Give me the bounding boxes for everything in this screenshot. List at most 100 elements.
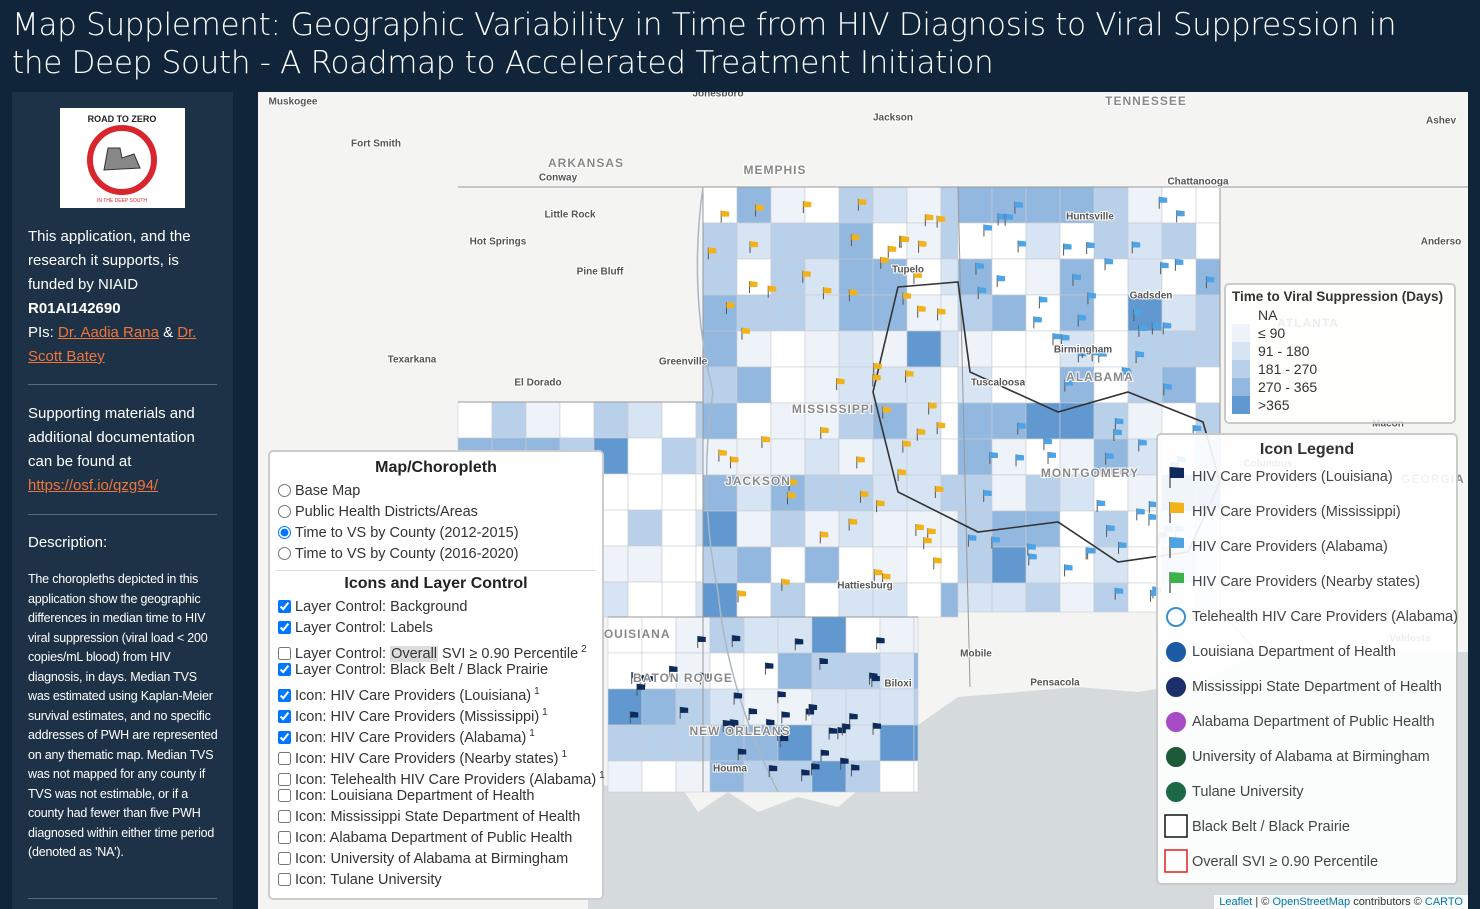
- county: [804, 294, 840, 332]
- checkbox[interactable]: [278, 663, 291, 676]
- provider-flag: [708, 247, 717, 254]
- provider-flag: [856, 456, 865, 463]
- provider-flag: [726, 302, 735, 309]
- provider-flag: [1061, 334, 1070, 341]
- attribution-link[interactable]: Leaflet: [1219, 896, 1253, 908]
- county: [906, 294, 942, 332]
- provider-flag: [917, 305, 926, 312]
- county: [661, 545, 697, 583]
- checkbox-option: Icon: HIV Care Providers (Mississippi) 1: [276, 702, 596, 725]
- provider-flag: [741, 327, 750, 334]
- provider-flag: [802, 270, 811, 277]
- checkbox[interactable]: [278, 772, 291, 786]
- legend-swatch: [1232, 324, 1250, 342]
- county: [627, 581, 663, 618]
- icon-legend-label: Tulane University: [1192, 784, 1304, 800]
- divider: [28, 514, 217, 515]
- checkbox[interactable]: [278, 751, 291, 765]
- legend-icon: [1169, 572, 1184, 594]
- provider-flag: [876, 637, 885, 644]
- county: [1025, 474, 1061, 512]
- pi-link[interactable]: Dr. Aadia Rana: [58, 324, 159, 341]
- footnote-marker: 1: [599, 770, 605, 781]
- provider-flag: [1039, 296, 1048, 303]
- provider-flag: [1048, 451, 1057, 458]
- county: [845, 652, 881, 690]
- icon-legend-label: HIV Care Providers (Nearby states): [1192, 574, 1421, 590]
- provider-flag: [789, 478, 798, 485]
- attribution-link[interactable]: CARTO: [1424, 896, 1463, 908]
- radio-button[interactable]: [278, 484, 291, 497]
- county: [736, 474, 772, 512]
- checkbox[interactable]: [278, 600, 291, 613]
- legend-icon: [1166, 747, 1186, 768]
- attribution-link[interactable]: OpenStreetMap: [1272, 896, 1351, 908]
- checkbox[interactable]: [278, 621, 291, 634]
- osf-link[interactable]: https://osf.io/qzg94/: [28, 477, 159, 494]
- provider-flag: [1115, 418, 1124, 425]
- county: [838, 546, 874, 584]
- provider-flag: [819, 657, 828, 664]
- county: [1161, 330, 1197, 368]
- county: [627, 437, 663, 475]
- provider-flag: [730, 719, 739, 726]
- checkbox-label: Layer Control:: [295, 645, 387, 662]
- pi-link[interactable]: Dr. Scott Batey: [28, 324, 197, 365]
- map-label: LOUISIANA: [596, 627, 671, 641]
- checkbox[interactable]: [278, 730, 291, 744]
- provider-flag: [1133, 309, 1142, 316]
- border-icon: [1164, 814, 1188, 838]
- county: [770, 222, 806, 260]
- county: [838, 222, 874, 260]
- sidebar: ROAD TO ZERO IN THE DEEP SOUTH This appl…: [12, 92, 233, 909]
- checkbox[interactable]: [278, 709, 291, 723]
- provider-flag: [721, 210, 730, 217]
- county: [770, 186, 806, 224]
- checkbox[interactable]: [278, 852, 291, 865]
- provider-flag: [1027, 543, 1036, 550]
- county: [702, 546, 738, 584]
- county: [675, 688, 711, 726]
- provider-flag: [1014, 201, 1023, 208]
- checkbox[interactable]: [278, 831, 291, 844]
- checkbox[interactable]: [278, 873, 291, 886]
- map-label: NEW ORLEANS: [690, 724, 791, 738]
- county: [991, 582, 1027, 613]
- emblem-icon: [1166, 782, 1186, 803]
- description-title: Description:: [28, 534, 108, 551]
- county: [457, 401, 493, 439]
- map[interactable]: Muskogee Jonesboro TENNESSEE Jackson Ashev Fo…: [258, 92, 1468, 909]
- county: [1059, 438, 1095, 476]
- provider-flag: [935, 485, 944, 492]
- provider-flag: [975, 262, 984, 269]
- checkbox[interactable]: [278, 646, 291, 660]
- legend-swatch: [1232, 342, 1250, 360]
- radio-button[interactable]: [278, 505, 291, 518]
- county: [906, 222, 942, 260]
- provider-flag: [795, 638, 804, 645]
- radio-button[interactable]: [278, 547, 291, 560]
- provider-flag: [1098, 350, 1107, 357]
- icon-legend-item: Alabama Department of Public Health: [1164, 708, 1450, 743]
- map-label: MEMPHIS: [743, 163, 806, 177]
- footnote-marker: 2: [581, 644, 587, 655]
- emblem-icon: [1166, 607, 1186, 628]
- legend-label: ≤ 90: [1258, 325, 1286, 341]
- provider-flag: [1018, 240, 1027, 247]
- county: [661, 401, 697, 439]
- provider-flag: [1175, 258, 1184, 265]
- provider-flag: [998, 213, 1007, 220]
- checkbox[interactable]: [278, 688, 291, 702]
- checkbox-option: Icon: HIV Care Providers (Louisiana) 1: [276, 681, 596, 704]
- radio-button[interactable]: [278, 526, 291, 539]
- checkbox[interactable]: [278, 810, 291, 823]
- legend-label: 91 - 180: [1258, 343, 1310, 359]
- county: [627, 401, 663, 439]
- county: [940, 582, 959, 618]
- county: [838, 366, 874, 404]
- county: [777, 760, 813, 793]
- county: [1059, 402, 1095, 440]
- provider-flag: [902, 440, 911, 447]
- checkbox[interactable]: [278, 789, 291, 802]
- grant-number: R01AI142690: [28, 300, 121, 317]
